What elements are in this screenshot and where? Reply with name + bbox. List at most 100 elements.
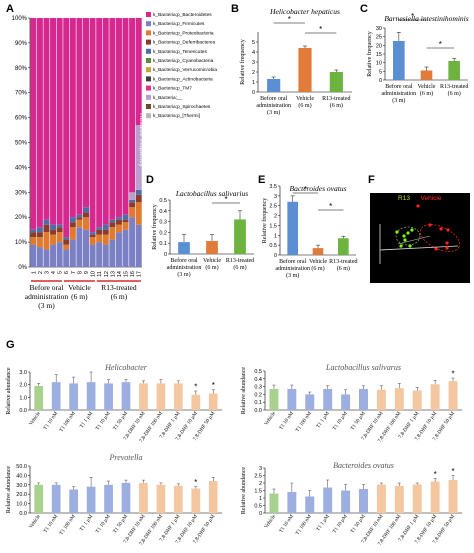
stacked-bar-segment [135, 125, 142, 190]
scatter-point-vehicle [428, 223, 432, 227]
y-tick-label: 25 [376, 35, 382, 41]
x-tick-label: Vehicle [309, 259, 327, 265]
y-tick-label: 0.5 [254, 369, 262, 375]
y-tick-label: 0.5 [269, 243, 277, 249]
y-tick-label: 0 [379, 78, 382, 84]
y-axis-title: Relative abundance [241, 467, 247, 514]
y-tick-label: 0 [274, 253, 277, 259]
stacked-bar-segment [109, 18, 116, 220]
x-tick-label: T1 10 µM [95, 513, 112, 534]
stacked-bar-segment [96, 18, 103, 228]
y-tick-label: 0.1 [159, 241, 167, 247]
stacked-bar-segment [96, 227, 103, 230]
y-tick-label: 20% [15, 215, 28, 221]
y-tick-label: 3.5 [269, 184, 277, 190]
significance-star: * [329, 202, 332, 211]
x-tick-label: (3 m) [392, 97, 405, 104]
x-tick-label: T1 100 nM [295, 513, 314, 536]
stacked-bar-segment [102, 224, 109, 230]
chart-title: Bacteroides ovatus [333, 461, 394, 470]
legend-swatch [146, 85, 151, 91]
bar [305, 496, 315, 513]
y-tick-label: 3 [274, 194, 277, 200]
stacked-bar-segment [96, 229, 103, 235]
x-tick-label: 10 [91, 271, 97, 277]
bar [287, 492, 297, 513]
x-tick-label: T1 1 µM [79, 410, 95, 429]
bar [34, 385, 44, 410]
stacked-bar-segment [122, 222, 129, 230]
bar [341, 490, 351, 513]
legend-swatch [146, 113, 151, 119]
chart-title: Bacteroides ovatus [289, 184, 346, 193]
stacked-bar-segment [135, 189, 142, 195]
y-tick-label: 0.0 [254, 408, 262, 414]
x-tick-label: T1 10 nM [43, 513, 60, 534]
y-axis-title: Relative frequency [261, 198, 268, 243]
group-label: (6 m) [71, 292, 88, 301]
bar [104, 484, 113, 513]
x-tick-label: T1 100 nM [295, 410, 314, 433]
y-tick-label: 10.0 [16, 502, 27, 508]
x-tick-label: T1 100 nM [58, 410, 77, 433]
legend-label: k_Bacteria;p_[Thermi] [153, 113, 200, 119]
y-axis-title: Relative abundance [6, 466, 12, 513]
y-tick-label: 2 [252, 70, 255, 76]
legend-label: k_Bacteria;p_TM7 [153, 86, 192, 92]
significance-star: * [439, 40, 442, 49]
stacked-bar-segment [135, 224, 142, 267]
stacked-bar-segment [36, 232, 43, 238]
x-tick-label: Vehicle [263, 513, 277, 530]
x-tick-label: administration [381, 91, 416, 97]
legend-swatch [146, 104, 151, 109]
bar [376, 484, 386, 513]
bar [323, 388, 333, 410]
legend-swatch [146, 48, 151, 54]
x-tick-label: administration [167, 265, 202, 271]
stacked-bar-segment [76, 219, 83, 228]
bar [86, 486, 96, 513]
scatter-point-r13 [406, 231, 410, 235]
bar [448, 381, 458, 410]
x-tick-label: Vehicle [28, 410, 42, 427]
stacked-bar-segment [109, 227, 116, 240]
x-tick-label: 13 [110, 271, 116, 277]
bar [191, 394, 201, 410]
stacked-bar-segment [30, 237, 37, 245]
y-tick-label: 0.5 [159, 198, 167, 204]
stacked-bar-segment [102, 244, 109, 267]
x-tick-label: 11 [97, 271, 103, 277]
y-tick-label: 40.0 [16, 473, 27, 479]
y-tick-label: 60% [15, 116, 28, 122]
y-tick-label: 10% [15, 240, 28, 246]
bar [394, 486, 404, 513]
axis-line [379, 245, 459, 251]
chart-title: Lactobacillus salivarius [175, 189, 248, 198]
stacked-bar-segment [56, 232, 63, 243]
y-tick-label: 0.0 [19, 511, 27, 517]
legend-swatch [146, 76, 151, 82]
bar [34, 484, 44, 513]
bar [86, 382, 96, 410]
x-tick-label: (6 m) [233, 264, 246, 271]
legend-label: k_Bacteria;p_Actinobacteria [153, 76, 213, 82]
panel-label-F: F [368, 174, 375, 186]
confidence-ellipse-r13 [395, 226, 421, 246]
legend-label: k_Bacteria;__ [153, 95, 183, 101]
y-tick-label: 4 [252, 50, 255, 56]
y-tick-label: 0.2 [159, 230, 167, 236]
x-tick-label: (6 m) [330, 102, 343, 109]
x-tick-label: (6 m) [420, 90, 433, 97]
x-tick-label: T1 10 µM [332, 410, 349, 431]
x-tick-label: T1 100 nM [58, 513, 77, 536]
stacked-bar-segment [122, 229, 129, 267]
legend-label: k_Bacteria;p_Cyanobacteria [153, 58, 214, 64]
scatter-point-r13 [395, 230, 399, 234]
x-tick-label: T1 50 µM [350, 513, 367, 534]
x-tick-label: (3 m) [177, 271, 190, 278]
stacked-bar-segment [43, 18, 50, 220]
stacked-bar-segment [43, 232, 50, 250]
stacked-bar-segment [50, 224, 57, 230]
y-axis-title: Relative frequency [151, 204, 158, 249]
bar [412, 484, 422, 513]
